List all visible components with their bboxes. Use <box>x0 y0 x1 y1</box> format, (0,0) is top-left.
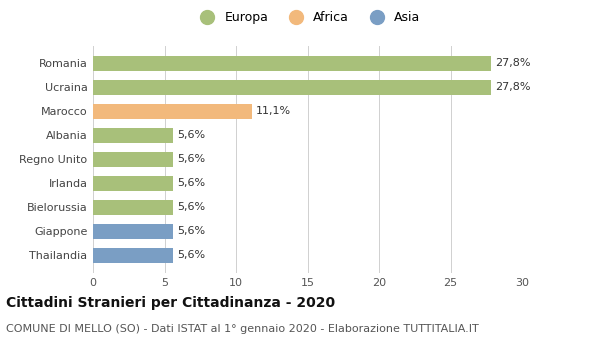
Text: 27,8%: 27,8% <box>495 82 530 92</box>
Bar <box>93 152 173 167</box>
Text: 5,6%: 5,6% <box>178 178 205 188</box>
Bar <box>93 104 252 119</box>
Text: 5,6%: 5,6% <box>178 250 205 260</box>
Text: 5,6%: 5,6% <box>178 154 205 164</box>
Bar <box>93 200 173 215</box>
Bar <box>93 80 491 95</box>
Text: 5,6%: 5,6% <box>178 226 205 236</box>
Bar <box>93 248 173 262</box>
Text: 5,6%: 5,6% <box>178 202 205 212</box>
Bar <box>93 224 173 239</box>
Text: 27,8%: 27,8% <box>495 58 530 68</box>
Text: Cittadini Stranieri per Cittadinanza - 2020: Cittadini Stranieri per Cittadinanza - 2… <box>6 296 335 310</box>
Text: COMUNE DI MELLO (SO) - Dati ISTAT al 1° gennaio 2020 - Elaborazione TUTTITALIA.I: COMUNE DI MELLO (SO) - Dati ISTAT al 1° … <box>6 324 479 334</box>
Text: 5,6%: 5,6% <box>178 130 205 140</box>
Legend: Europa, Africa, Asia: Europa, Africa, Asia <box>190 6 425 29</box>
Text: 11,1%: 11,1% <box>256 106 291 116</box>
Bar <box>93 128 173 143</box>
Bar <box>93 176 173 191</box>
Bar <box>93 56 491 71</box>
